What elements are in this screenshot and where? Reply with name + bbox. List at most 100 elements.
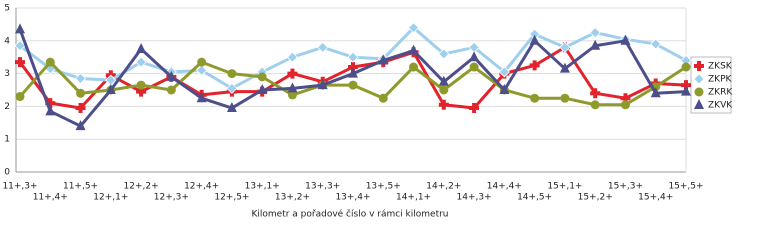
marker xyxy=(257,84,268,94)
x-tick-label: 14+,5+ xyxy=(517,193,552,203)
marker xyxy=(469,62,479,72)
marker xyxy=(559,41,571,53)
marker xyxy=(590,100,600,110)
marker xyxy=(136,80,146,90)
marker xyxy=(45,105,56,116)
marker xyxy=(530,93,540,103)
x-tick-label: 13+,4+ xyxy=(335,193,370,203)
x-tick-label: 14+,4+ xyxy=(487,182,522,192)
marker xyxy=(287,90,297,100)
y-tick-label: 1 xyxy=(4,135,10,145)
y-tick-label: 2 xyxy=(4,102,10,112)
marker xyxy=(135,56,147,68)
legend-label: ZKPK xyxy=(708,75,732,85)
marker xyxy=(694,99,704,109)
x-tick-label: 12+,3+ xyxy=(154,193,189,203)
marker xyxy=(590,39,601,50)
legend-label: ZKVK xyxy=(708,101,733,111)
legend-label: ZKSK xyxy=(708,62,733,72)
x-axis-label: Kilometr a pořadové číslo v rámci kilome… xyxy=(252,209,449,220)
marker xyxy=(226,82,238,94)
marker xyxy=(348,62,358,73)
marker xyxy=(196,64,208,76)
x-tick-label: 12+,1+ xyxy=(93,193,128,203)
marker xyxy=(136,86,147,97)
marker xyxy=(438,99,449,110)
marker xyxy=(226,102,237,113)
marker xyxy=(136,43,147,53)
x-tick-label: 12+,4+ xyxy=(184,182,219,192)
marker xyxy=(438,75,449,86)
marker xyxy=(693,73,705,85)
x-tick-label: 15+,3+ xyxy=(608,182,643,192)
x-tick-label: 13+,3+ xyxy=(305,182,340,192)
marker xyxy=(76,88,86,98)
marker xyxy=(620,100,630,110)
marker xyxy=(45,98,56,109)
marker xyxy=(197,57,207,67)
marker xyxy=(286,51,299,63)
marker xyxy=(227,69,237,79)
x-tick-label: 11+,5+ xyxy=(63,182,98,192)
x-tick-label: 13+,2+ xyxy=(275,193,310,203)
marker xyxy=(75,103,86,114)
marker xyxy=(559,62,570,73)
x-tick-label: 14+,2+ xyxy=(426,182,461,192)
marker xyxy=(15,92,25,102)
marker xyxy=(438,48,450,60)
x-tick-label: 12+,5+ xyxy=(214,193,249,203)
x-tick-label: 11+,4+ xyxy=(33,193,68,203)
marker xyxy=(529,60,540,71)
marker xyxy=(650,87,661,98)
marker xyxy=(166,85,176,95)
y-tick-label: 3 xyxy=(4,69,10,79)
x-tick-label: 15+,2+ xyxy=(578,193,613,203)
marker xyxy=(105,84,116,94)
marker xyxy=(620,34,631,45)
x-tick-label: 14+,3+ xyxy=(457,193,492,203)
marker xyxy=(257,72,267,82)
marker xyxy=(681,80,691,91)
marker xyxy=(347,51,359,63)
marker xyxy=(348,67,358,78)
x-tick-label: 14+,1+ xyxy=(396,193,431,203)
x-tick-label: 13+,1+ xyxy=(245,182,280,192)
marker xyxy=(15,23,25,34)
marker xyxy=(650,38,662,50)
marker xyxy=(681,62,691,72)
marker xyxy=(378,54,389,65)
x-tick-label: 11+,3+ xyxy=(2,182,37,192)
marker xyxy=(14,40,26,52)
x-tick-label: 15+,4+ xyxy=(638,193,673,203)
x-tick-label: 12+,2+ xyxy=(124,182,159,192)
marker xyxy=(529,34,540,45)
marker xyxy=(681,85,691,96)
marker xyxy=(196,92,207,103)
marker xyxy=(589,27,601,39)
x-tick-label: 15+,1+ xyxy=(547,182,582,192)
marker xyxy=(498,66,510,78)
marker xyxy=(348,80,358,90)
marker xyxy=(408,44,419,55)
marker xyxy=(469,103,480,114)
y-tick-label: 5 xyxy=(4,4,10,14)
marker xyxy=(287,82,298,93)
marker xyxy=(439,85,449,95)
marker xyxy=(15,57,25,68)
marker xyxy=(620,93,631,104)
y-tick-label: 0 xyxy=(4,168,10,178)
marker xyxy=(378,93,388,103)
marker xyxy=(409,62,419,72)
marker xyxy=(469,51,480,62)
marker xyxy=(75,120,86,131)
marker xyxy=(166,70,177,81)
marker xyxy=(317,79,328,90)
marker xyxy=(287,68,298,79)
marker xyxy=(317,41,329,53)
marker xyxy=(407,22,420,34)
marker xyxy=(499,84,510,94)
chart: Kilometr a pořadové číslo v rámci kilome… xyxy=(2,4,733,220)
x-tick-label: 13+,5+ xyxy=(366,182,401,192)
y-tick-label: 4 xyxy=(4,36,10,46)
marker xyxy=(694,87,704,97)
